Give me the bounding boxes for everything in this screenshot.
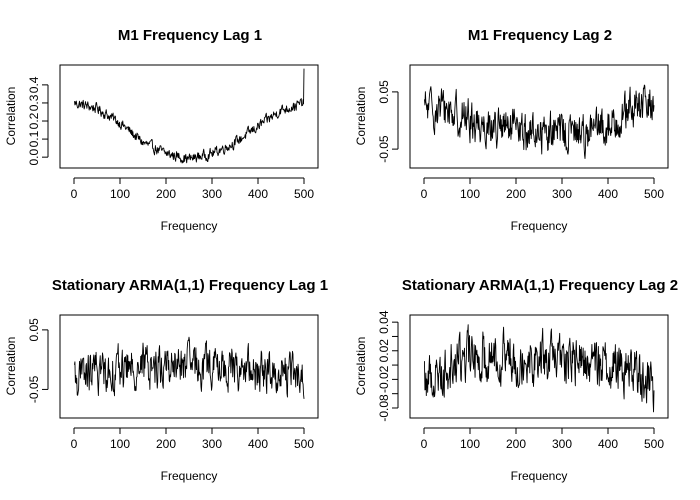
panel-2: M1 Frequency Lag 2 0 100 200 300 400 500 -0.05… (354, 27, 669, 233)
y-tick-label: 0.0 (27, 148, 41, 165)
series-line-arma-lag-2 (424, 324, 655, 413)
y-tick-label: 0.3 (27, 94, 41, 111)
y-tick-label: -0.02 (377, 365, 391, 393)
x-tick-label: 500 (294, 437, 314, 451)
x-tick-label: 100 (460, 187, 480, 201)
x-tick-label: 0 (71, 437, 78, 451)
panel-2-ylabel: Correlation (354, 87, 368, 146)
panel-3-frame (59, 314, 319, 419)
panel-3-y-axis: -0.05 0.05 (27, 318, 49, 403)
panel-3: Stationary ARMA(1,1) Frequency Lag 1 0 10… (4, 277, 328, 483)
x-tick-label: 100 (460, 437, 480, 451)
x-tick-label: 500 (294, 187, 314, 201)
panel-4-ylabel: Correlation (354, 337, 368, 396)
y-tick-label: 0.2 (27, 112, 41, 129)
x-tick-label: 500 (644, 187, 664, 201)
panel-2-y-axis: -0.05 0.05 (377, 80, 399, 163)
panel-1-x-axis: 0 100 200 300 400 500 (71, 177, 314, 201)
x-tick-label: 300 (552, 187, 572, 201)
x-tick-label: 300 (202, 437, 222, 451)
panel-4-frame (409, 314, 669, 419)
y-tick-label: 0.05 (377, 80, 391, 104)
panel-3-plot: 0 100 200 300 400 500 -0.05 0.05 (27, 318, 314, 451)
panel-4-plot: 0 100 200 300 400 500 -0.08-0.02 0.02 0.04 (377, 310, 664, 451)
panel-1: M1 Frequency Lag 1 0 100 200 300 400 5000.00.… (4, 27, 319, 233)
x-tick-label: 0 (71, 187, 78, 201)
x-tick-label: 0 (421, 187, 428, 201)
y-tick-label: 0.4 (27, 76, 41, 93)
panel-2-frame (409, 64, 669, 169)
panel-2-title: M1 Frequency Lag 2 (468, 27, 612, 44)
x-tick-label: 200 (506, 437, 526, 451)
x-tick-label: 200 (156, 187, 176, 201)
x-tick-label: 400 (598, 187, 618, 201)
panel-3-title: Stationary ARMA(1,1) Frequency Lag 1 (52, 277, 328, 294)
panel-1-plot: 0 100 200 300 400 500 0.00.10.20.30.4 (27, 68, 314, 201)
panel-4-y-axis: -0.08-0.02 0.02 0.04 (377, 310, 399, 422)
panel-4-xlabel: Frequency (511, 469, 568, 483)
panel-3-xlabel: Frequency (161, 469, 218, 483)
panel-2-plot: 0 100 200 300 400 500 -0.05 0.05 (377, 80, 664, 201)
y-tick-label: 0.02 (377, 339, 391, 363)
y-tick-label: 0.04 (377, 310, 391, 334)
panel-1-xlabel: Frequency (161, 219, 218, 233)
x-tick-label: 300 (202, 187, 222, 201)
panel-3-ylabel: Correlation (4, 337, 18, 396)
y-tick-label: -0.05 (27, 375, 41, 403)
panel-1-title: M1 Frequency Lag 1 (118, 27, 262, 44)
x-tick-label: 300 (552, 437, 572, 451)
x-tick-label: 400 (248, 187, 268, 201)
panel-4-title: Stationary ARMA(1,1) Frequency Lag 2 (402, 277, 678, 294)
series-line-m1-lag-2 (424, 84, 655, 159)
panel-1-frame (59, 64, 319, 169)
x-tick-label: 200 (506, 187, 526, 201)
y-tick-label: -0.08 (377, 394, 391, 422)
x-tick-label: 400 (598, 437, 618, 451)
x-tick-label: 100 (110, 437, 130, 451)
x-tick-label: 500 (644, 437, 664, 451)
series-line-arma-lag-1 (74, 336, 305, 399)
panel-4-x-axis: 0 100 200 300 400 500 (421, 427, 664, 451)
x-tick-label: 0 (421, 437, 428, 451)
panel-2-x-axis: 0 100 200 300 400 500 (421, 177, 664, 201)
y-tick-label: -0.05 (377, 135, 391, 163)
panel-2-xlabel: Frequency (511, 219, 568, 233)
x-tick-label: 200 (156, 437, 176, 451)
x-tick-label: 100 (110, 187, 130, 201)
panel-1-y-axis: 0.00.10.20.30.4 (27, 76, 49, 166)
panel-1-ylabel: Correlation (4, 87, 18, 146)
y-tick-label: 0.1 (27, 130, 41, 147)
series-line-m1-lag-1 (74, 68, 305, 164)
panel-3-x-axis: 0 100 200 300 400 500 (71, 427, 314, 451)
y-tick-label: 0.05 (27, 318, 41, 342)
panel-4: Stationary ARMA(1,1) Frequency Lag 2 0 10… (354, 277, 678, 483)
x-tick-label: 400 (248, 437, 268, 451)
